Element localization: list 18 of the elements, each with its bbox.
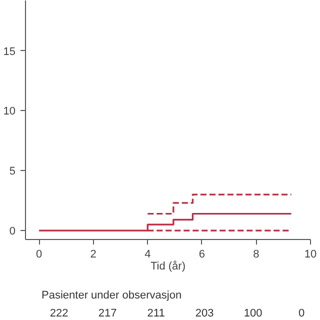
x-tick-label: 6 <box>198 248 205 260</box>
text: 100 <box>244 308 262 320</box>
text: 222 <box>50 308 68 320</box>
x-tick-label: 10 <box>304 248 317 260</box>
text: 217 <box>98 308 117 320</box>
text: 203 <box>195 308 214 320</box>
x-tick-label: 8 <box>253 248 260 260</box>
x-tick-label: 2 <box>90 248 96 260</box>
x-tick-label: 4 <box>144 248 151 260</box>
y-tick-label: 10 <box>3 106 16 118</box>
y-tick-label: 5 <box>9 166 16 178</box>
y-tick-label: 15 <box>3 46 16 58</box>
text: 211 <box>147 308 165 320</box>
y-tick-label: 0 <box>9 226 16 238</box>
text: 0 <box>298 308 305 320</box>
x-axis-title: Tid (år) <box>150 260 186 272</box>
text: Pasienter under observasjon <box>42 290 182 302</box>
x-tick-label: 0 <box>36 248 42 260</box>
